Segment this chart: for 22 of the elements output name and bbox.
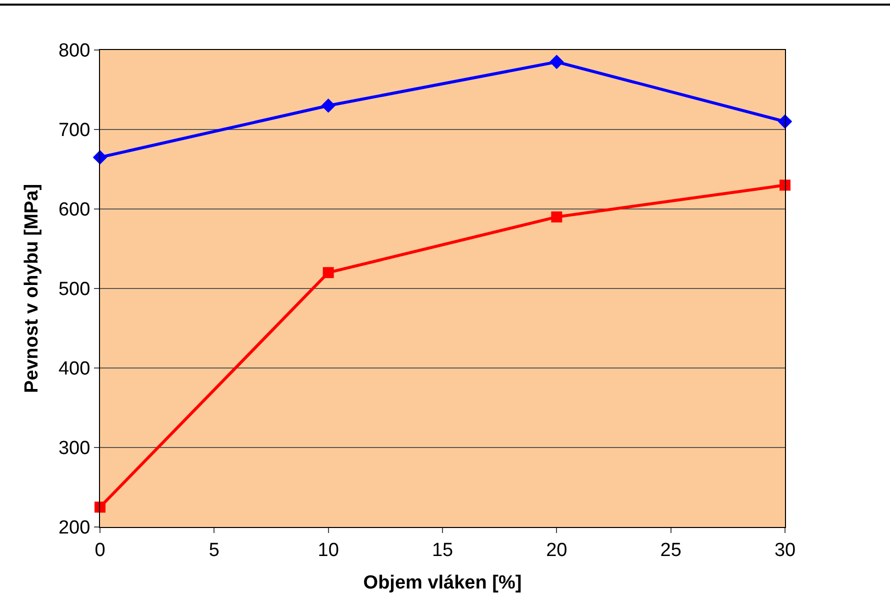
x-tick-label: 5: [208, 540, 220, 561]
y-tick-label: 400: [58, 358, 90, 380]
y-axis-title: Pevnost v ohybu [MPa]: [21, 184, 42, 394]
point: [550, 54, 564, 70]
x-tick-label: 0: [94, 540, 106, 561]
point: [551, 211, 562, 222]
y-tick-label: 700: [58, 120, 90, 142]
x-tick-label: 25: [660, 540, 682, 561]
x-axis-title: Objem vláken [%]: [363, 572, 522, 594]
y-tick-label: 300: [58, 438, 90, 460]
point: [94, 502, 106, 513]
point: [780, 180, 790, 191]
y-tick-label: 200: [58, 518, 90, 539]
point: [322, 267, 334, 278]
x-tick-label: 15: [432, 540, 454, 561]
x-tick-label: 10: [318, 540, 339, 561]
x-tick-label: 20: [546, 540, 568, 561]
x-tick-label: 30: [774, 540, 796, 561]
y-tick-label: 500: [58, 279, 90, 300]
y-tick-label: 600: [58, 200, 90, 221]
y-tick-label: 800: [58, 40, 90, 62]
point: [321, 98, 336, 113]
